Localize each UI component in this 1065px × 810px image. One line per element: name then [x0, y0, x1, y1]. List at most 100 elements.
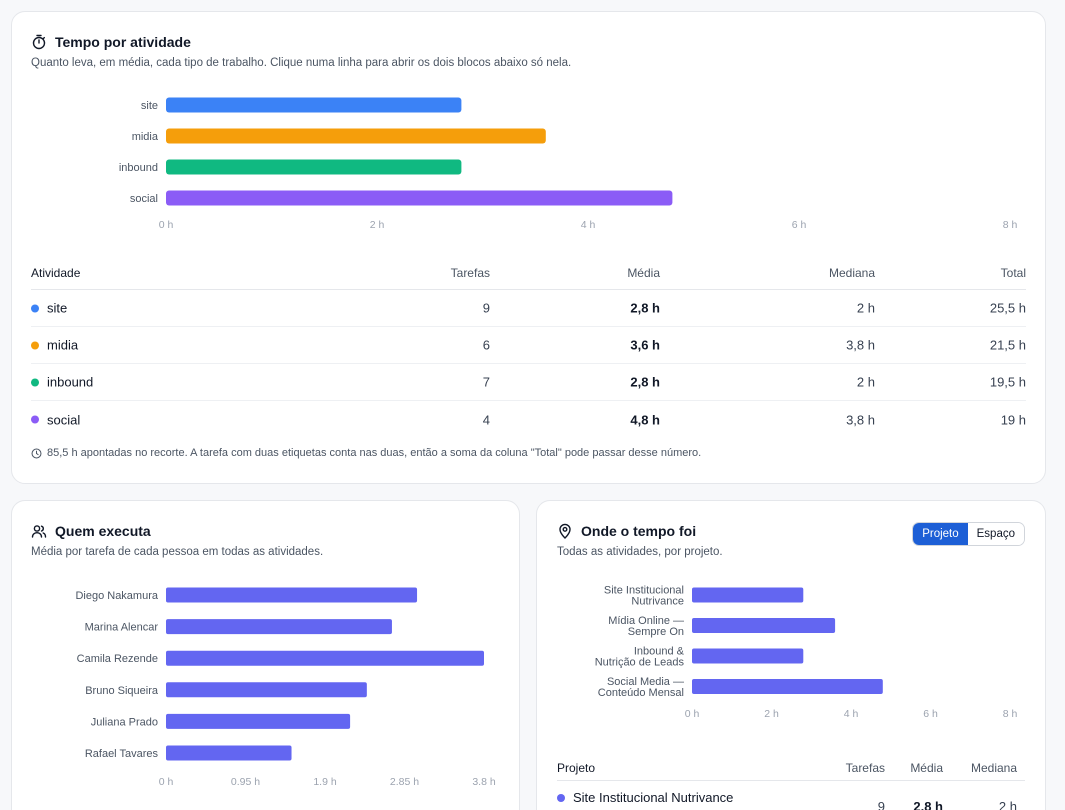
activity-name: midia [47, 337, 79, 353]
activity-tasks: 4 [482, 412, 490, 427]
activity-avg: 3,6 h [630, 337, 660, 353]
activity-avg: 2,8 h [630, 300, 660, 316]
header-activity: Atividade [31, 266, 81, 280]
activity-color-dot [31, 378, 39, 386]
tick-label: 0 h [685, 708, 700, 720]
bar[interactable] [692, 618, 836, 633]
tick-label: 6 h [792, 219, 807, 231]
projects-bar-chart: Site Institucional Nutrivance Mídia Online… [595, 585, 1018, 721]
activity-median: 3,8 h [846, 337, 875, 353]
activity-tasks: 7 [482, 374, 490, 390]
tick-label: 0 h [159, 219, 174, 231]
activity-name: site [47, 300, 68, 316]
header-project-avg: Média [910, 761, 943, 775]
tick-label: 4 h [581, 219, 596, 231]
bar[interactable] [166, 650, 484, 666]
bar[interactable] [166, 97, 462, 113]
toggle-project-button[interactable]: Projeto [913, 523, 968, 545]
time-card-header: Tempo por atividade [31, 34, 191, 50]
category-label: Social Media — Conteúdo Mensal [598, 676, 684, 699]
activity-avg: 4,8 h [630, 412, 660, 427]
activity-color-dot [31, 304, 39, 312]
tick-label: 2.85 h [390, 776, 419, 788]
category-label: Bruno Siqueira [85, 685, 159, 697]
category-label: Juliana Prado [91, 716, 158, 728]
bar[interactable] [166, 587, 418, 603]
activity-row[interactable]: midia 6 3,6 h 3,8 h 21,5 h [31, 327, 1026, 364]
activity-avg: 2,8 h [630, 374, 660, 390]
activity-total: 19 h [1000, 412, 1026, 427]
project-row[interactable]: Site Institucional Nutrivance 9 2,8 h 2 … [557, 781, 1025, 810]
stopwatch-icon [31, 34, 47, 50]
bar[interactable] [166, 682, 367, 698]
time-by-activity-card: Tempo por atividade Quanto leva, em médi… [11, 11, 1046, 484]
bar[interactable] [166, 159, 462, 175]
category-label: Diego Nakamura [75, 590, 158, 602]
time-card-title: Tempo por atividade [55, 34, 191, 50]
category-label: Mídia Online — Sempre On [608, 615, 684, 638]
bar[interactable] [166, 745, 292, 761]
activity-total: 19,5 h [989, 374, 1026, 390]
tick-label: 4 h [844, 708, 859, 720]
where-card-header: Onde o tempo foi [557, 523, 696, 539]
activity-tasks: 9 [482, 300, 490, 316]
projects-table-header: Projeto Tarefas Média Mediana [557, 753, 1025, 781]
activity-median: 2 h [856, 374, 875, 390]
project-name-cell: Site Institucional Nutrivance [557, 790, 733, 805]
people-bar-chart: Diego Nakamura Marina Alencar Camila Rezen… [75, 587, 496, 788]
bar[interactable] [692, 587, 804, 603]
activity-total: 21,5 h [989, 337, 1026, 353]
time-footnote: 85,5 h apontadas no recorte. A tarefa co… [31, 447, 701, 459]
tick-label: 1.9 h [313, 776, 337, 788]
activity-name-cell: inbound [31, 375, 93, 390]
people-card-subtitle: Média por tarefa de cada pessoa em todas… [31, 546, 324, 558]
activity-row[interactable]: site 9 2,8 h 2 h 25,5 h [31, 290, 1026, 327]
bar[interactable] [166, 713, 351, 729]
tick-label: 2 h [764, 708, 779, 720]
category-label: Camila Rezende [77, 653, 158, 665]
activity-bar-chart: site midia inbound social 0 h 2 h 4 h 6 h 8 h [119, 97, 1018, 231]
activity-name-cell: midia [31, 338, 78, 353]
time-footnote-text: 85,5 h apontadas no recorte. A tarefa co… [47, 447, 702, 459]
projects-table: Projeto Tarefas Média Mediana Site Insti… [557, 753, 1025, 810]
group-by-toggle: Projeto Espaço [912, 522, 1025, 546]
header-project-tasks: Tarefas [845, 761, 885, 775]
time-card-subtitle: Quanto leva, em média, cada tipo de trab… [31, 57, 572, 69]
tick-label: 0 h [159, 776, 174, 788]
people-card-header: Quem executa [31, 523, 151, 539]
activity-table: Atividade Tarefas Média Mediana Total si… [31, 262, 1026, 438]
activity-row[interactable]: inbound 7 2,8 h 2 h 19,5 h [31, 364, 1026, 401]
category-label: inbound [119, 162, 158, 174]
project-color-dot [557, 793, 565, 802]
activity-median: 3,8 h [846, 412, 875, 427]
bar[interactable] [692, 648, 804, 664]
tick-label: 0.95 h [231, 776, 260, 788]
toggle-space-button[interactable]: Espaço [967, 523, 1024, 545]
project-name: Site Institucional Nutrivance [573, 790, 734, 805]
activity-name-cell: social [31, 412, 80, 427]
category-label: Inbound & Nutrição de Leads [595, 646, 685, 669]
category-label: Rafael Tavares [85, 748, 159, 760]
activity-name-cell: site [31, 301, 67, 316]
where-time-went-card: Onde o tempo foi Todas as atividades, po… [536, 500, 1046, 810]
activity-tasks: 6 [482, 337, 490, 353]
bar[interactable] [692, 679, 883, 694]
project-tasks: 9 [877, 799, 885, 810]
header-project: Projeto [557, 761, 596, 775]
activity-total: 25,5 h [989, 300, 1026, 316]
who-executes-card: Quem executa Média por tarefa de cada pe… [11, 500, 520, 810]
bar[interactable] [166, 128, 546, 144]
tick-label: 8 h [1003, 219, 1018, 231]
tick-label: 8 h [1003, 708, 1018, 720]
bar[interactable] [166, 619, 392, 635]
activity-row[interactable]: social 4 4,8 h 3,8 h 19 h [31, 401, 1026, 438]
activity-median: 2 h [856, 300, 875, 316]
header-avg: Média [627, 266, 660, 280]
header-total: Total [1000, 266, 1026, 280]
category-label: Marina Alencar [85, 622, 159, 634]
activity-name: social [47, 412, 81, 427]
header-tasks: Tarefas [450, 266, 490, 280]
header-project-median: Mediana [970, 761, 1017, 775]
category-label: Site Institucional Nutrivance [604, 585, 684, 608]
bar[interactable] [166, 190, 673, 206]
